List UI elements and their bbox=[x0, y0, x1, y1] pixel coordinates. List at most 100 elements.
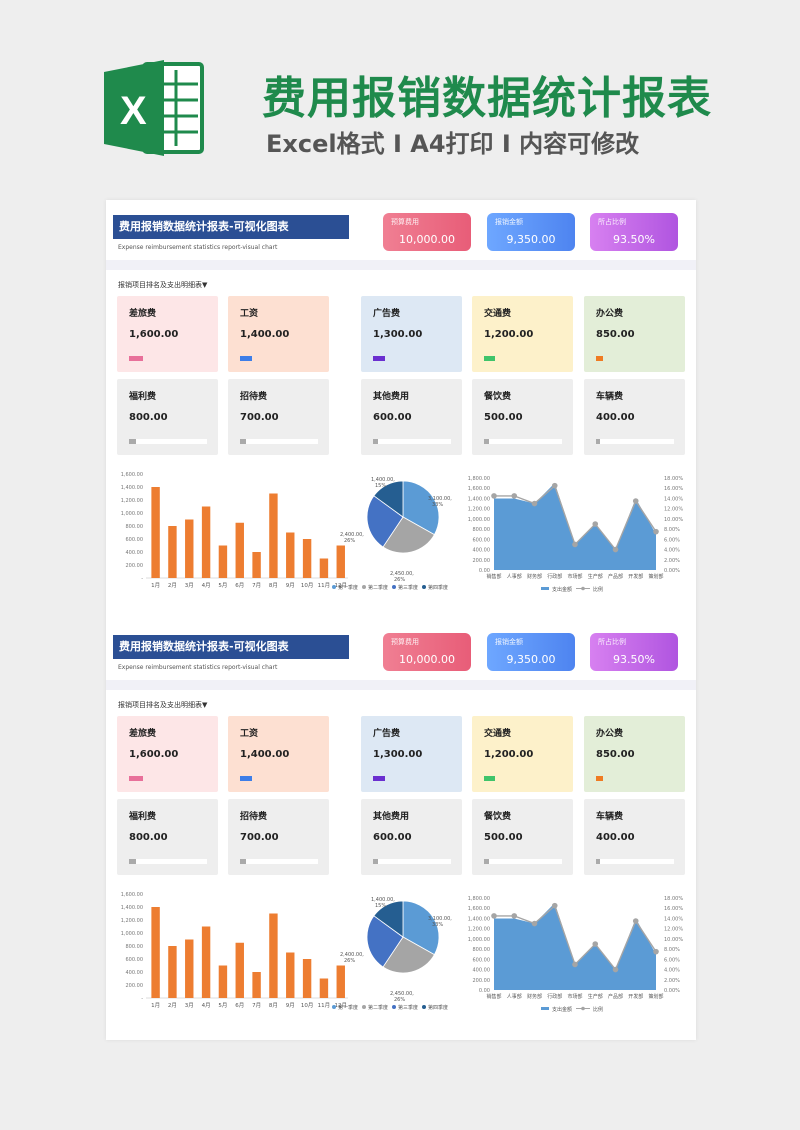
charts-svg: - 200.00 400.00 600.00 800.00 1,000.00 1,200.0… bbox=[121, 892, 684, 1013]
legend-label: 比例 bbox=[593, 1006, 603, 1013]
bar bbox=[336, 545, 345, 578]
x-tick-label: 5月 bbox=[218, 1002, 227, 1009]
expense-card: 办公费 850.00 bbox=[584, 716, 685, 792]
y-tick-label: 1,000.00 bbox=[121, 931, 143, 937]
card-progress-track bbox=[129, 859, 207, 864]
legend-marker bbox=[362, 585, 366, 589]
legend-label: 第三季度 bbox=[398, 1004, 418, 1011]
x-tick-label: 人事部 bbox=[507, 993, 522, 1000]
y-tick-label: 200.00 bbox=[473, 978, 491, 984]
line-point bbox=[491, 913, 497, 919]
kpi-label: 报销金额 bbox=[495, 218, 523, 226]
card-name: 差旅费 bbox=[129, 729, 157, 739]
bar-chart: - 200.00 400.00 600.00 800.00 1,000.00 1,200.0… bbox=[121, 472, 348, 589]
y2-tick-label: 12.00% bbox=[664, 507, 683, 513]
card-progress-track bbox=[373, 356, 451, 361]
expense-card: 交通费 1,200.00 bbox=[472, 716, 573, 792]
line-point bbox=[551, 482, 558, 489]
report-subtitle-en: Expense reimbursement statistics report-… bbox=[118, 244, 278, 251]
card-progress-track bbox=[596, 356, 674, 361]
expense-card: 办公费 850.00 bbox=[584, 296, 685, 372]
y2-tick-label: 16.00% bbox=[664, 486, 683, 492]
y2-tick-label: 0.00% bbox=[664, 988, 680, 994]
expense-card: 工资 1,400.00 bbox=[228, 716, 329, 792]
card-progress-fill bbox=[129, 356, 143, 361]
data-label: 2,400.00, bbox=[340, 532, 364, 538]
y-tick-label: 400.00 bbox=[473, 548, 491, 554]
x-tick-label: 销售部 bbox=[486, 573, 501, 580]
x-tick-label: 销售部 bbox=[486, 993, 501, 1000]
expense-card: 车辆费 400.00 bbox=[584, 379, 685, 455]
card-name: 餐饮费 bbox=[484, 392, 512, 402]
line-point bbox=[592, 941, 599, 947]
pie-slice bbox=[373, 480, 404, 518]
data-label: 26% bbox=[344, 958, 355, 964]
y-tick-label: 1,600.00 bbox=[468, 486, 490, 492]
card-name: 交通费 bbox=[484, 309, 512, 319]
card-value: 500.00 bbox=[484, 832, 523, 843]
card-name: 差旅费 bbox=[129, 309, 157, 319]
card-progress-fill bbox=[240, 776, 252, 781]
legend-marker bbox=[362, 1005, 366, 1009]
line-point bbox=[653, 948, 659, 955]
y-tick-label: 1,600.00 bbox=[121, 472, 143, 478]
bar bbox=[185, 519, 194, 578]
charts-svg: - 200.00 400.00 600.00 800.00 1,000.00 1,200.0… bbox=[121, 472, 684, 593]
card-name: 办公费 bbox=[596, 309, 624, 319]
card-value: 800.00 bbox=[129, 832, 168, 843]
pie-slice bbox=[373, 900, 404, 938]
y-tick-label: 1,800.00 bbox=[468, 476, 490, 482]
y-tick-label: 1,400.00 bbox=[121, 485, 143, 491]
card-value: 600.00 bbox=[373, 832, 412, 843]
card-progress-track bbox=[484, 776, 562, 781]
x-tick-label: 策划部 bbox=[648, 573, 663, 580]
x-tick-label: 3月 bbox=[185, 1002, 194, 1009]
x-tick-label: 12月 bbox=[335, 582, 348, 589]
line-point bbox=[572, 541, 578, 548]
x-tick-label: 市场部 bbox=[567, 993, 582, 1000]
x-tick-label: 3月 bbox=[185, 582, 194, 589]
area-series bbox=[494, 903, 656, 990]
data-label: 26% bbox=[344, 538, 355, 544]
data-label: 15% bbox=[375, 903, 386, 909]
y2-tick-label: 2.00% bbox=[664, 978, 680, 984]
x-tick-label: 12月 bbox=[335, 1002, 348, 1009]
bar bbox=[235, 942, 244, 998]
legend-label: 第一季度 bbox=[338, 1004, 358, 1011]
x-tick-label: 10月 bbox=[301, 582, 314, 589]
y-tick-label: 800.00 bbox=[126, 524, 144, 530]
expense-card: 招待费 700.00 bbox=[228, 379, 329, 455]
area-chart: 0.00 0.00% 200.00 2.00% 400.00 4.00% 600.00 6.0… bbox=[468, 896, 684, 1013]
legend-label: 第四季度 bbox=[428, 584, 448, 591]
card-value: 600.00 bbox=[373, 412, 412, 423]
line-point bbox=[572, 961, 578, 968]
kpi-value: 9,350.00 bbox=[506, 653, 556, 666]
legend-label: 支出金额 bbox=[552, 1006, 572, 1013]
y2-tick-label: 16.00% bbox=[664, 906, 683, 912]
card-value: 400.00 bbox=[596, 832, 635, 843]
bar bbox=[336, 965, 345, 998]
card-progress-fill bbox=[373, 859, 378, 864]
expense-card: 餐饮费 500.00 bbox=[472, 799, 573, 875]
bar bbox=[168, 526, 177, 578]
x-tick-label: 产品部 bbox=[608, 573, 623, 580]
card-progress-fill bbox=[596, 356, 603, 361]
card-value: 1,600.00 bbox=[129, 329, 179, 340]
card-name: 其他费用 bbox=[373, 812, 410, 822]
y-tick-label: 1,400.00 bbox=[121, 905, 143, 911]
card-progress-fill bbox=[373, 776, 385, 781]
card-progress-track bbox=[596, 439, 674, 444]
card-name: 工资 bbox=[240, 729, 259, 739]
expense-card: 其他费用 600.00 bbox=[361, 799, 462, 875]
legend-label: 第四季度 bbox=[428, 1004, 448, 1011]
card-progress-fill bbox=[129, 776, 143, 781]
bar bbox=[252, 972, 261, 998]
card-progress-fill bbox=[240, 439, 246, 444]
card-value: 850.00 bbox=[596, 749, 635, 760]
y2-tick-label: 14.00% bbox=[664, 496, 683, 502]
divider-strip bbox=[106, 260, 696, 270]
card-name: 广告费 bbox=[373, 729, 401, 739]
line-point bbox=[551, 902, 558, 909]
card-value: 500.00 bbox=[484, 412, 523, 423]
bar bbox=[235, 522, 244, 578]
